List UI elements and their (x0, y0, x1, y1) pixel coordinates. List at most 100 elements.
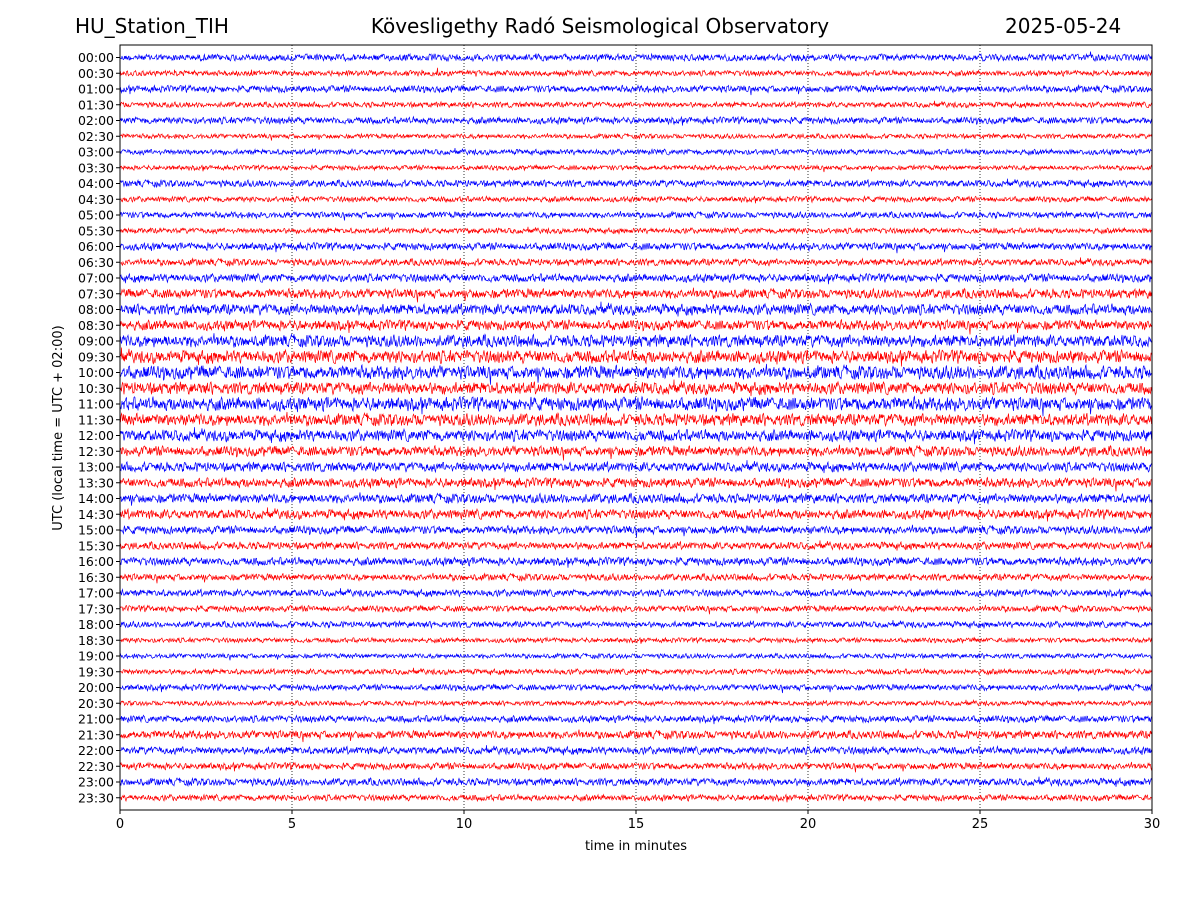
trace-2230 (119, 761, 1153, 773)
trace-0900 (119, 333, 1153, 349)
y-tick-label: 18:30 (78, 633, 114, 648)
x-tick-label: 0 (116, 817, 124, 832)
trace-1400 (119, 492, 1153, 506)
y-tick-label: 13:30 (78, 475, 114, 490)
trace-1630 (119, 572, 1153, 584)
x-axis-ticks: 0 5 10 15 20 25 30 (116, 810, 1160, 832)
y-tick-label: 17:30 (78, 601, 114, 616)
x-tick-label: 5 (288, 817, 296, 832)
trace-1000 (119, 363, 1153, 385)
trace-1100 (119, 395, 1153, 417)
y-tick-label: 10:00 (78, 365, 114, 380)
trace-2200 (119, 745, 1153, 756)
y-tick-label: 12:00 (78, 428, 114, 443)
trace-group (119, 51, 1153, 803)
y-tick-label: 13:00 (78, 460, 114, 475)
x-tick-label: 20 (800, 817, 817, 832)
y-tick-label: 23:30 (78, 790, 114, 805)
trace-0930 (119, 347, 1153, 367)
trace-1900 (119, 652, 1153, 661)
trace-0300 (119, 148, 1153, 157)
trace-0030 (119, 67, 1153, 78)
y-tick-label: 04:00 (78, 176, 114, 191)
trace-1230 (119, 444, 1153, 461)
x-tick-label: 25 (972, 817, 989, 832)
y-tick-label: 00:00 (78, 50, 114, 65)
x-tick-label: 30 (1144, 817, 1161, 832)
y-tick-label: 22:00 (78, 743, 114, 758)
y-tick-label: 02:00 (78, 113, 114, 128)
trace-0730 (119, 287, 1153, 303)
y-tick-label: 18:00 (78, 617, 114, 632)
date-label: 2025-05-24 (1005, 14, 1122, 38)
y-tick-label: 09:00 (78, 334, 114, 349)
trace-1500 (119, 524, 1153, 538)
trace-1800 (119, 619, 1153, 630)
y-tick-label: 20:00 (78, 680, 114, 695)
y-tick-label: 16:00 (78, 554, 114, 569)
y-tick-label: 04:30 (78, 192, 114, 207)
trace-1030 (119, 379, 1153, 397)
trace-1300 (119, 460, 1153, 474)
trace-2330 (119, 793, 1153, 803)
y-tick-label: 12:30 (78, 444, 114, 459)
y-tick-label: 02:30 (78, 129, 114, 144)
trace-1130 (119, 411, 1153, 428)
trace-0630 (119, 257, 1153, 268)
trace-2030 (119, 699, 1153, 708)
trace-0200 (119, 115, 1153, 126)
y-tick-label: 08:00 (78, 302, 114, 317)
y-tick-label: 01:30 (78, 97, 114, 112)
trace-1330 (119, 476, 1153, 492)
y-tick-label: 21:00 (78, 712, 114, 727)
y-tick-label: 07:00 (78, 271, 114, 286)
trace-0430 (119, 195, 1153, 204)
y-tick-label: 11:00 (78, 397, 114, 412)
trace-1430 (119, 507, 1153, 522)
observatory-title: Kövesligethy Radó Seismological Observat… (370, 14, 830, 38)
y-tick-label: 05:30 (78, 223, 114, 238)
x-tick-label: 10 (456, 817, 473, 832)
trace-1530 (119, 540, 1153, 551)
y-tick-label: 06:00 (78, 239, 114, 254)
trace-0530 (119, 226, 1153, 235)
trace-0330 (119, 164, 1153, 173)
y-tick-label: 19:30 (78, 664, 114, 679)
x-tick-label: 15 (628, 817, 645, 832)
trace-1700 (119, 588, 1153, 599)
trace-1730 (119, 604, 1153, 615)
trace-0500 (119, 210, 1153, 221)
trace-2000 (119, 683, 1153, 694)
trace-0700 (119, 272, 1153, 285)
y-tick-label: 11:30 (78, 412, 114, 427)
trace-1930 (119, 667, 1153, 676)
y-tick-label: 15:30 (78, 538, 114, 553)
trace-1200 (119, 427, 1153, 445)
trace-2130 (119, 729, 1153, 743)
trace-2300 (119, 776, 1153, 788)
trace-0000 (119, 51, 1153, 63)
y-axis-ticks: 00:0000:3001:0001:3002:0002:3003:0003:30… (78, 50, 120, 805)
y-axis-label: UTC (local time = UTC + 02:00) (51, 325, 66, 530)
y-tick-label: 05:00 (78, 208, 114, 223)
y-tick-label: 14:30 (78, 507, 114, 522)
y-tick-label: 23:00 (78, 775, 114, 790)
y-tick-label: 06:30 (78, 255, 114, 270)
y-tick-label: 17:00 (78, 586, 114, 601)
trace-0100 (119, 84, 1153, 96)
y-tick-label: 07:30 (78, 286, 114, 301)
trace-0600 (119, 241, 1153, 254)
trace-1600 (119, 556, 1153, 568)
x-axis-label: time in minutes (585, 839, 687, 854)
station-label: HU_Station_TIH (75, 14, 229, 38)
y-tick-label: 01:00 (78, 82, 114, 97)
trace-2100 (119, 714, 1153, 725)
trace-1830 (119, 636, 1153, 645)
y-tick-label: 14:00 (78, 491, 114, 506)
y-tick-label: 03:30 (78, 160, 114, 175)
trace-0230 (119, 132, 1153, 141)
grid-lines (291, 45, 981, 810)
y-tick-label: 09:30 (78, 349, 114, 364)
y-tick-label: 08:30 (78, 318, 114, 333)
